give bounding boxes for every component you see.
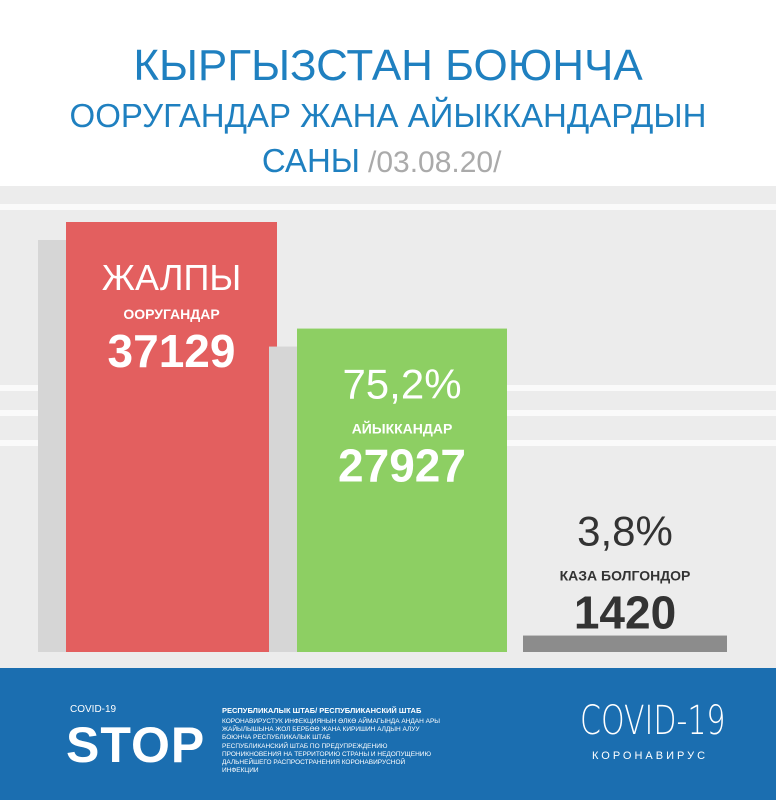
- brand-sub: КОРОНАВИРУС: [592, 750, 709, 762]
- logo-top: COVID-19: [70, 704, 117, 715]
- date: /03.08.20/: [368, 146, 502, 179]
- category-label: ООРУГАНДАР: [123, 306, 219, 322]
- value-label: 27927: [338, 440, 466, 492]
- bar: [66, 222, 277, 652]
- stripe: [0, 204, 776, 210]
- chart: КЫРГЫЗСТАН БОЮНЧА ООРУГАНДАР ЖАНА АЙЫККА…: [0, 41, 776, 668]
- footer-text: КОРОНАВИРУСТУК ИНФЕКЦИЯНЫН ӨЛКӨ АЙМАГЫНД…: [222, 718, 441, 741]
- logo: STOP: [66, 717, 206, 773]
- footer-text: РЕСПУБЛИКАНСКИЙ ШТАБ ПО ПРЕДУПРЕЖДЕНИЮ П…: [222, 743, 432, 774]
- annotation: ЖАЛПЫ: [102, 257, 241, 298]
- chart-subtitle: САНЫ: [262, 142, 360, 179]
- chart-title: КЫРГЫЗСТАН БОЮНЧА: [133, 41, 643, 90]
- category-label: АЙЫККАНДАР: [352, 420, 453, 437]
- value-label: 1420: [574, 587, 676, 639]
- category-label: КАЗА БОЛГОНДОР: [560, 568, 691, 584]
- footer: COVID-19 STOP РЕСПУБЛИКАЛЫК ШТАБ/ РЕСПУБ…: [0, 668, 776, 800]
- chart-subtitle: ООРУГАНДАР ЖАНА АЙЫККАНДАРДЫН: [70, 97, 707, 134]
- bar: [523, 635, 727, 652]
- bar: [297, 328, 507, 652]
- percentage-label: 3,8%: [577, 508, 673, 555]
- value-label: 37129: [108, 325, 236, 377]
- percentage-label: 75,2%: [342, 361, 461, 408]
- footer-heading: РЕСПУБЛИКАЛЫК ШТАБ/ РЕСПУБЛИКАНСКИЙ ШТАБ: [222, 706, 422, 715]
- brand: COVID-19: [580, 698, 726, 744]
